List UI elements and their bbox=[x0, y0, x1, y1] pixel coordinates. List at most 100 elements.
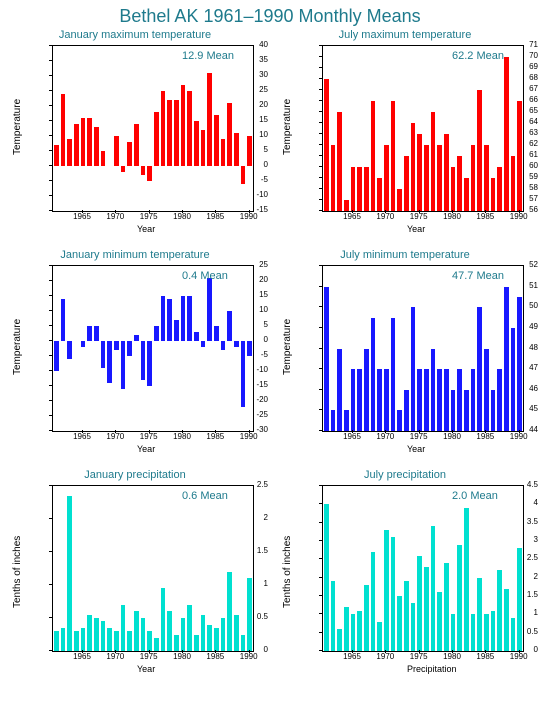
bar bbox=[324, 79, 329, 211]
y-tick: 66 bbox=[490, 95, 538, 104]
bar bbox=[101, 151, 106, 166]
bar bbox=[384, 145, 389, 211]
bar bbox=[324, 504, 329, 651]
y-tick: 62 bbox=[490, 139, 538, 148]
bar bbox=[141, 341, 146, 380]
bar bbox=[147, 341, 152, 386]
chart-grid: January maximum temperature12.9 MeanTemp… bbox=[0, 27, 540, 687]
y-tick: 0.5 bbox=[490, 627, 538, 636]
y-tick: 3 bbox=[490, 535, 538, 544]
bar bbox=[181, 85, 186, 166]
x-tick: 1980 bbox=[173, 432, 191, 441]
bar bbox=[154, 326, 159, 341]
bar bbox=[81, 341, 86, 347]
y-tick: 70 bbox=[490, 51, 538, 60]
bar bbox=[194, 121, 199, 166]
x-tick: 1985 bbox=[206, 212, 224, 221]
bar bbox=[371, 101, 376, 211]
bar bbox=[87, 118, 92, 166]
page-title: Bethel AK 1961–1990 Monthly Means bbox=[0, 0, 540, 27]
bar bbox=[141, 618, 146, 651]
y-tick: 45 bbox=[490, 404, 538, 413]
bar bbox=[444, 563, 449, 651]
bar bbox=[167, 611, 172, 651]
bar bbox=[411, 603, 416, 651]
bar bbox=[391, 318, 396, 431]
x-tick: 1985 bbox=[206, 432, 224, 441]
y-tick: 60 bbox=[490, 161, 538, 170]
x-tick: 1990 bbox=[240, 432, 258, 441]
x-tick: 1975 bbox=[140, 432, 158, 441]
y-axis-label: Temperature bbox=[12, 319, 23, 375]
bar bbox=[174, 100, 179, 166]
bar bbox=[431, 349, 436, 432]
bar bbox=[377, 369, 382, 431]
y-tick: 10 bbox=[220, 130, 268, 139]
bar bbox=[174, 320, 179, 341]
bar bbox=[194, 332, 199, 341]
bar bbox=[444, 134, 449, 211]
bar bbox=[114, 631, 119, 651]
x-tick: 1985 bbox=[206, 652, 224, 661]
x-tick: 1985 bbox=[476, 212, 494, 221]
bar bbox=[477, 578, 482, 651]
x-tick: 1970 bbox=[376, 212, 394, 221]
x-axis-label: Year bbox=[407, 224, 425, 234]
bar bbox=[371, 318, 376, 431]
bar bbox=[154, 638, 159, 651]
bar bbox=[457, 369, 462, 431]
y-tick: 1.5 bbox=[490, 590, 538, 599]
x-tick: 1965 bbox=[343, 652, 361, 661]
bar bbox=[451, 390, 456, 431]
bar bbox=[74, 631, 79, 651]
y-tick: 52 bbox=[490, 260, 538, 269]
y-tick: 48 bbox=[490, 343, 538, 352]
bar bbox=[344, 410, 349, 431]
bar bbox=[141, 166, 146, 175]
mean-label: 0.6 Mean bbox=[182, 490, 228, 502]
x-tick: 1990 bbox=[510, 432, 528, 441]
bar bbox=[121, 341, 126, 389]
bar bbox=[81, 628, 86, 651]
x-tick: 1980 bbox=[173, 652, 191, 661]
y-tick: 4.5 bbox=[490, 480, 538, 489]
bar bbox=[411, 307, 416, 431]
bar bbox=[464, 178, 469, 211]
y-tick: 65 bbox=[490, 106, 538, 115]
x-tick: 1975 bbox=[410, 432, 428, 441]
bar bbox=[331, 581, 336, 651]
bar bbox=[457, 156, 462, 211]
x-tick: 1985 bbox=[476, 652, 494, 661]
x-tick: 1970 bbox=[106, 212, 124, 221]
bar bbox=[457, 545, 462, 651]
y-tick: 64 bbox=[490, 117, 538, 126]
bar bbox=[187, 91, 192, 166]
y-tick: -5 bbox=[220, 175, 268, 184]
y-tick: 15 bbox=[220, 115, 268, 124]
y-tick: 10 bbox=[220, 305, 268, 314]
y-tick: 63 bbox=[490, 128, 538, 137]
y-axis-label: Temperature bbox=[282, 319, 293, 375]
x-tick: 1980 bbox=[173, 212, 191, 221]
bar bbox=[371, 552, 376, 651]
bar bbox=[357, 167, 362, 211]
bar bbox=[331, 145, 336, 211]
bar bbox=[364, 585, 369, 651]
x-tick: 1990 bbox=[510, 212, 528, 221]
bar bbox=[81, 118, 86, 166]
y-tick: -20 bbox=[220, 395, 268, 404]
bar bbox=[411, 123, 416, 211]
bar bbox=[351, 369, 356, 431]
bar bbox=[67, 496, 72, 651]
bar bbox=[377, 178, 382, 211]
y-tick: 0 bbox=[220, 160, 268, 169]
bar bbox=[121, 166, 126, 172]
bar bbox=[207, 278, 212, 341]
bar bbox=[174, 635, 179, 652]
bar bbox=[121, 605, 126, 651]
bar bbox=[61, 94, 66, 166]
bar bbox=[477, 307, 482, 431]
y-tick: -10 bbox=[220, 190, 268, 199]
bar bbox=[391, 101, 396, 211]
y-tick: 20 bbox=[220, 100, 268, 109]
